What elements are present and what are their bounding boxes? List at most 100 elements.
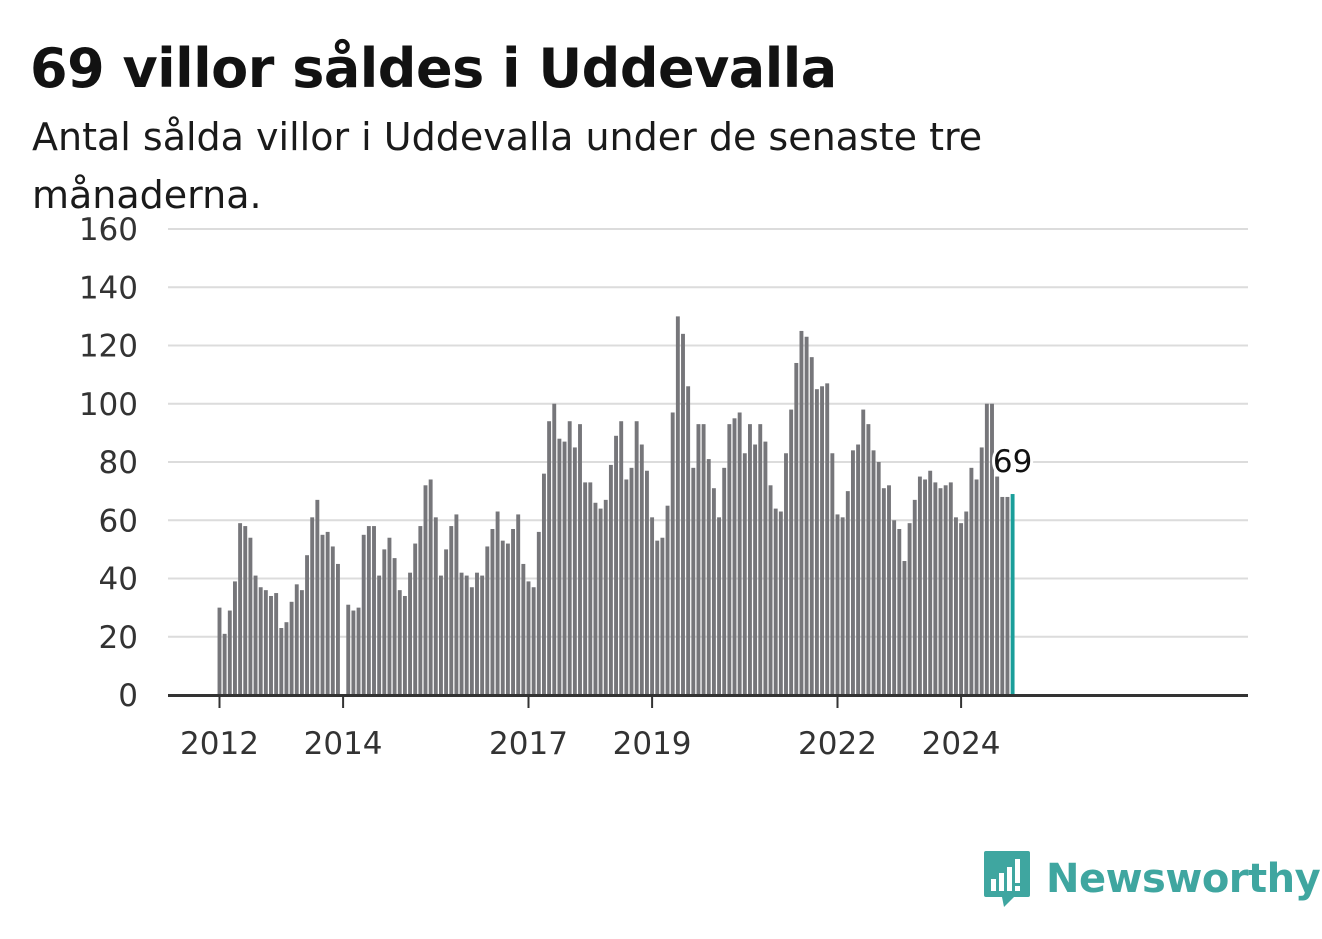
bar [954,517,958,695]
y-tick-label: 60 [99,503,138,539]
bar [650,517,655,695]
bar [711,488,716,695]
bar-latest [1010,494,1015,695]
bar [536,531,541,695]
bar [696,424,701,695]
bar [433,517,438,695]
bar [562,441,567,695]
x-tick-label: 2024 [922,726,1001,762]
bar [835,514,840,695]
bar [598,508,603,695]
bar [629,467,634,695]
bar [485,546,490,695]
bar [588,482,593,695]
bar [799,330,804,695]
bar [325,531,330,695]
bar [500,540,505,695]
bar [907,523,912,695]
bar [871,450,876,695]
bars [217,316,1015,696]
bar [299,590,304,695]
bar-chart-speech-bubble-icon [984,851,1030,907]
bar [397,590,402,695]
bar [639,444,644,695]
x-axis-ticks: 2012 2014 2017 2019 2022 2024 [180,695,1001,762]
bar [408,572,412,695]
y-tick-label: 120 [79,329,138,365]
bar [505,543,510,695]
bar [222,633,227,695]
bar [449,526,454,695]
bar [258,587,263,695]
bar [665,505,670,695]
bar [233,581,237,695]
bar [727,424,732,695]
bar [593,502,598,695]
bar [439,575,443,695]
bar [624,479,629,695]
bar [614,435,618,695]
bar [820,386,824,695]
bar [887,485,891,695]
bar [948,482,953,695]
x-tick-label: 2012 [180,726,259,762]
bar [923,479,927,695]
bar [686,386,691,695]
brand-name: Newsworthy [1046,856,1321,902]
bar [1005,496,1010,695]
last-value-label: 69 [993,444,1032,480]
bar [382,549,387,696]
y-tick-label: 40 [99,562,138,598]
x-tick-label: 2022 [798,726,877,762]
bar [480,575,485,695]
bar [861,409,866,695]
bar [366,526,371,695]
bar [814,389,819,695]
bar [681,333,685,695]
bar [902,561,907,695]
bar [892,520,897,695]
bar [336,563,340,695]
bar [454,514,459,695]
bar [917,476,922,695]
bar [392,558,397,695]
bar [402,595,407,695]
bar [943,485,948,695]
bar [722,467,727,695]
bar [289,601,294,695]
bar [830,453,835,695]
bar [305,555,309,695]
bar [475,572,479,695]
bar [243,526,248,695]
bar [866,424,871,695]
bar [377,575,382,695]
bar [938,488,943,695]
x-tick-label: 2019 [613,726,692,762]
bar [974,479,979,695]
bar [423,485,428,695]
bar [959,523,964,695]
bar [825,383,830,695]
bar [778,511,783,695]
bar [804,336,809,695]
bar [552,403,557,695]
bar [634,421,639,695]
bar [608,464,613,695]
bar [315,499,320,695]
bar [521,563,526,695]
bar [351,610,356,695]
x-tick-label: 2014 [304,726,383,762]
bar [356,607,361,696]
bar [984,403,989,695]
bar [263,590,268,695]
bar [856,444,861,695]
bar [578,424,582,695]
bar [928,470,933,695]
bar [557,438,562,695]
bar [768,485,773,695]
y-tick-label: 160 [79,212,138,248]
y-tick-label: 140 [79,270,138,306]
bar [310,517,315,695]
bar [619,421,624,695]
